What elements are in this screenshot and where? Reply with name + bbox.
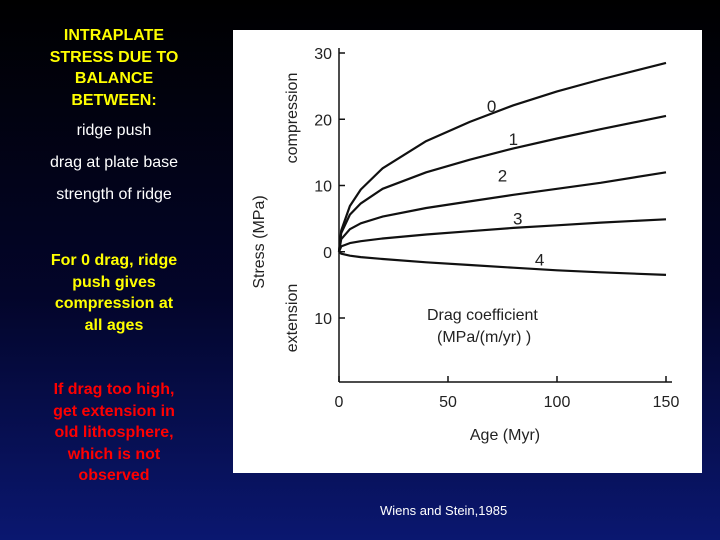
y-tick-label: 0 bbox=[323, 245, 332, 262]
title-line: INTRAPLATE bbox=[63, 27, 165, 44]
y-axis-label: Stress (MPa) bbox=[251, 195, 268, 288]
x-tick-label: 50 bbox=[439, 394, 457, 411]
note-line: push gives bbox=[72, 273, 156, 291]
note-high-drag: If drag too high, get extension in old l… bbox=[28, 379, 200, 487]
y-axis-label-extension: extension bbox=[284, 284, 301, 353]
chart-axes bbox=[338, 48, 672, 383]
title-line: BALANCE bbox=[74, 70, 154, 87]
note-line: For 0 drag, ridge bbox=[50, 252, 178, 269]
y-axis-label-compression: compression bbox=[284, 73, 301, 164]
x-tick-label: 100 bbox=[544, 394, 571, 411]
x-tick-label: 150 bbox=[653, 394, 680, 411]
series-line-3 bbox=[337, 218, 667, 253]
title-line: STRESS DUE TO bbox=[49, 48, 179, 66]
series-line-4 bbox=[338, 250, 667, 276]
note-line: which is not bbox=[67, 445, 161, 463]
y-ticks: 30 20 10 0 10 bbox=[314, 46, 345, 328]
series-label-3: 3 bbox=[513, 210, 522, 229]
y-tick-label: 10 bbox=[314, 311, 332, 328]
factor-ridge-strength: strength of ridge bbox=[56, 186, 172, 203]
series-labels: 012 3 4 bbox=[487, 97, 544, 270]
x-tick-label: 0 bbox=[335, 394, 344, 411]
y-tick-label: 20 bbox=[314, 112, 332, 129]
legend-title-line: Drag coefficient bbox=[427, 307, 538, 324]
x-ticks: 0 50 100 150 bbox=[335, 376, 680, 411]
note-line: If drag too high, bbox=[53, 381, 175, 398]
slide-title: INTRAPLATE STRESS DUE TO BALANCE BETWEEN… bbox=[28, 25, 200, 111]
factor-drag: drag at plate base bbox=[49, 154, 179, 171]
title-line: BETWEEN: bbox=[71, 91, 157, 109]
y-tick-label: 30 bbox=[314, 46, 332, 63]
x-axis-label: Age (Myr) bbox=[470, 427, 540, 444]
series-label-1: 1 bbox=[509, 130, 518, 149]
series-label-4: 4 bbox=[535, 251, 544, 270]
legend-title-line: (MPa/(m/yr) ) bbox=[437, 329, 531, 346]
factor-ridge-push: ridge push bbox=[76, 122, 152, 139]
citation: Wiens and Stein,1985 bbox=[380, 503, 508, 518]
series-label-0: 0 bbox=[487, 97, 496, 116]
note-line: observed bbox=[78, 467, 150, 484]
note-line: all ages bbox=[84, 316, 144, 334]
series-line-2 bbox=[337, 171, 667, 252]
y-tick-label: 10 bbox=[314, 179, 332, 196]
note-line: old lithosphere, bbox=[54, 424, 174, 441]
series-line-0 bbox=[337, 61, 667, 252]
note-line: get extension in bbox=[53, 402, 175, 420]
note-line: compression at bbox=[54, 295, 174, 312]
series-line-1 bbox=[337, 114, 667, 252]
chart-series bbox=[337, 61, 667, 276]
series-label-2: 2 bbox=[498, 167, 507, 186]
note-zero-drag: For 0 drag, ridge push gives compression… bbox=[28, 250, 200, 336]
